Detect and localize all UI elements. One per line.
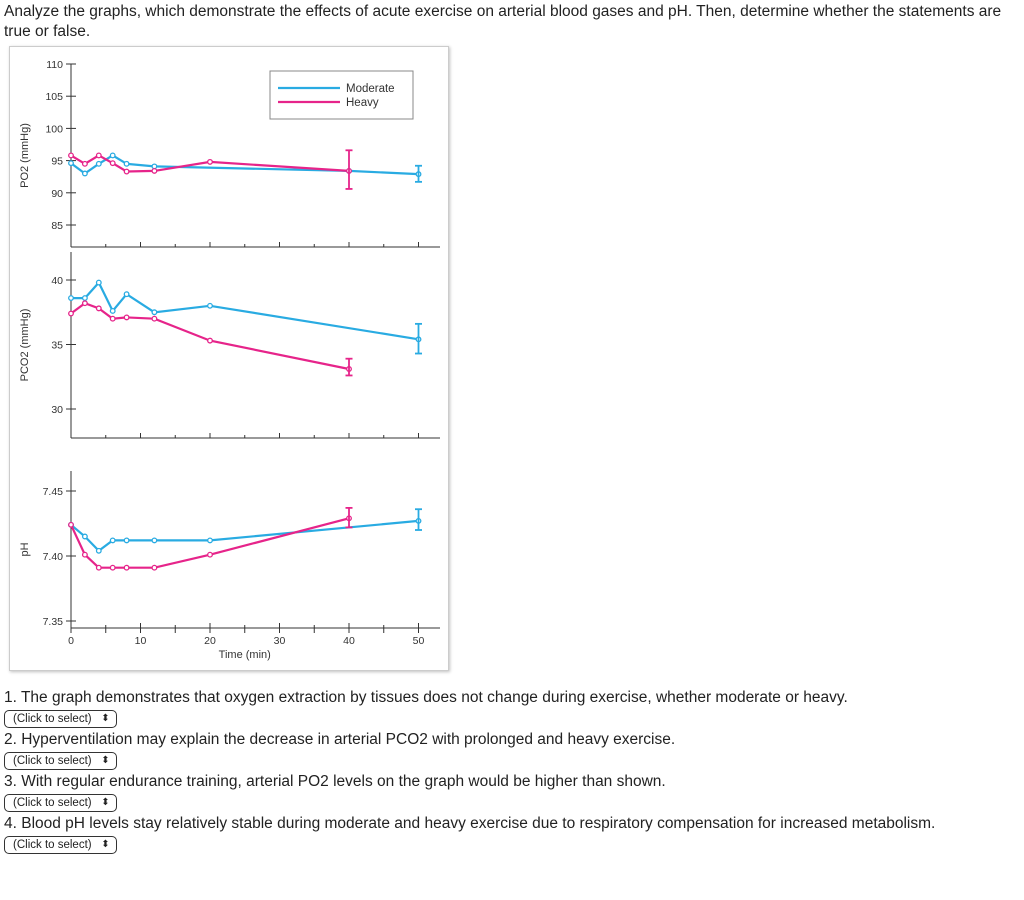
y-tick-label: 7.45 <box>43 486 64 498</box>
data-point-heavy <box>109 315 116 322</box>
select-arrow-icon: ⬍ <box>101 839 110 850</box>
question-text: 4. Blood pH levels stay relatively stabl… <box>4 815 936 832</box>
data-point-heavy <box>207 158 213 165</box>
y-tick-label: 7.40 <box>43 551 64 563</box>
data-point-moderate <box>68 160 74 167</box>
answer-select-3[interactable]: (Click to select) ⬍ <box>4 794 117 812</box>
select-label: (Click to select) <box>13 755 92 767</box>
figure-panel: 110 105 100 95 90 85 PO2 (mmHg) Moderate Heavy 40… <box>9 46 449 671</box>
data-point-heavy <box>81 300 88 307</box>
legend-label-moderate: Moderate <box>346 83 395 95</box>
data-point-heavy <box>68 521 74 528</box>
y-tick-label: 7.35 <box>43 616 64 628</box>
y-tick-label: 110 <box>46 59 63 71</box>
select-arrow-icon: ⬍ <box>101 797 110 808</box>
x-tick-label: 50 <box>413 635 425 647</box>
data-point-moderate <box>123 291 130 298</box>
legend: Moderate Heavy <box>269 70 414 120</box>
question-1: 1. The graph demonstrates that oxygen ex… <box>4 688 1014 729</box>
question-text: 2. Hyperventilation may explain the decr… <box>4 731 676 748</box>
legend-box <box>269 70 414 120</box>
chart-panel-2: 40 35 30 PCO2 (mmHg) <box>19 252 440 439</box>
data-point-moderate <box>123 537 130 544</box>
answer-select-1[interactable]: (Click to select) ⬍ <box>4 710 117 728</box>
select-label: (Click to select) <box>13 839 92 851</box>
data-point-heavy <box>68 310 74 317</box>
data-point-heavy <box>123 314 130 321</box>
x-tick-label: 10 <box>135 635 147 647</box>
data-point-heavy <box>109 564 116 571</box>
data-point-heavy <box>151 315 158 322</box>
data-point-moderate <box>95 160 102 167</box>
select-arrow-icon: ⬍ <box>101 755 110 766</box>
y-axis-label: PO2 (mmHg) <box>19 123 31 188</box>
data-point-moderate <box>109 537 116 544</box>
y-tick-label: 85 <box>51 220 63 232</box>
question-4: 4. Blood pH levels stay relatively stabl… <box>4 814 1014 855</box>
y-tick-label: 105 <box>45 91 63 103</box>
series-line-moderate <box>70 519 419 553</box>
data-point-heavy <box>123 564 130 571</box>
data-point-moderate <box>207 302 213 309</box>
x-tick-label: 20 <box>204 635 216 647</box>
series-line-heavy <box>70 517 350 569</box>
data-point-heavy <box>95 564 102 571</box>
answer-select-4[interactable]: (Click to select) ⬍ <box>4 836 117 854</box>
data-point-moderate <box>81 533 88 540</box>
question-text: 3. With regular endurance training, arte… <box>4 773 666 790</box>
series-line-moderate <box>71 280 419 341</box>
data-point-heavy <box>207 337 213 344</box>
instructions: Analyze the graphs, which demonstrate th… <box>4 3 1002 40</box>
data-point-moderate <box>109 152 116 159</box>
data-point-moderate <box>109 308 116 314</box>
y-tick-label: 90 <box>51 188 63 200</box>
data-point-moderate <box>81 170 88 177</box>
question-text: 1. The graph demonstrates that oxygen ex… <box>4 689 848 706</box>
data-point-moderate <box>123 160 130 167</box>
data-point-heavy <box>95 305 102 312</box>
x-tick-label: 0 <box>68 635 74 647</box>
y-tick-label: 35 <box>51 340 63 352</box>
select-arrow-icon: ⬍ <box>101 713 110 724</box>
x-axis-label: Time (min) <box>219 649 271 661</box>
data-point-moderate <box>207 537 213 544</box>
y-tick-label: 30 <box>51 404 63 416</box>
data-point-moderate <box>95 547 102 554</box>
data-point-heavy <box>81 160 88 167</box>
y-tick-label: 40 <box>51 275 63 287</box>
select-label: (Click to select) <box>13 797 92 809</box>
x-tick-label: 40 <box>343 635 355 647</box>
y-axis-label: PCO2 (mmHg) <box>19 309 31 382</box>
y-axis-label: pH <box>19 542 31 556</box>
y-tick-label: 95 <box>51 156 63 168</box>
y-tick-label: 100 <box>45 123 63 135</box>
legend-label-heavy: Heavy <box>346 97 379 109</box>
data-point-heavy <box>151 167 158 174</box>
data-point-moderate <box>68 295 74 302</box>
chart-panel-1: 110 105 100 95 90 85 PO2 (mmHg) Moderate Heavy <box>19 59 440 248</box>
data-point-heavy <box>123 168 130 175</box>
questions-list: 1. The graph demonstrates that oxygen ex… <box>4 688 1014 856</box>
data-point-heavy <box>109 160 116 167</box>
data-point-moderate <box>95 279 102 286</box>
select-label: (Click to select) <box>13 713 92 725</box>
data-point-moderate <box>151 309 158 316</box>
data-point-heavy <box>95 152 102 159</box>
question-2: 2. Hyperventilation may explain the decr… <box>4 730 1014 771</box>
chart-panel-3: 7.45 7.40 7.35 pH 0 10 20 30 40 50 Time (min) <box>19 471 440 661</box>
data-point-moderate <box>81 295 88 302</box>
data-point-heavy <box>68 152 74 159</box>
data-point-moderate <box>151 537 158 544</box>
question-3: 3. With regular endurance training, arte… <box>4 772 1014 813</box>
data-point-heavy <box>81 551 88 558</box>
answer-select-2[interactable]: (Click to select) ⬍ <box>4 752 117 770</box>
data-point-heavy <box>151 564 158 571</box>
x-tick-label: 30 <box>274 635 286 647</box>
data-point-heavy <box>207 551 213 558</box>
